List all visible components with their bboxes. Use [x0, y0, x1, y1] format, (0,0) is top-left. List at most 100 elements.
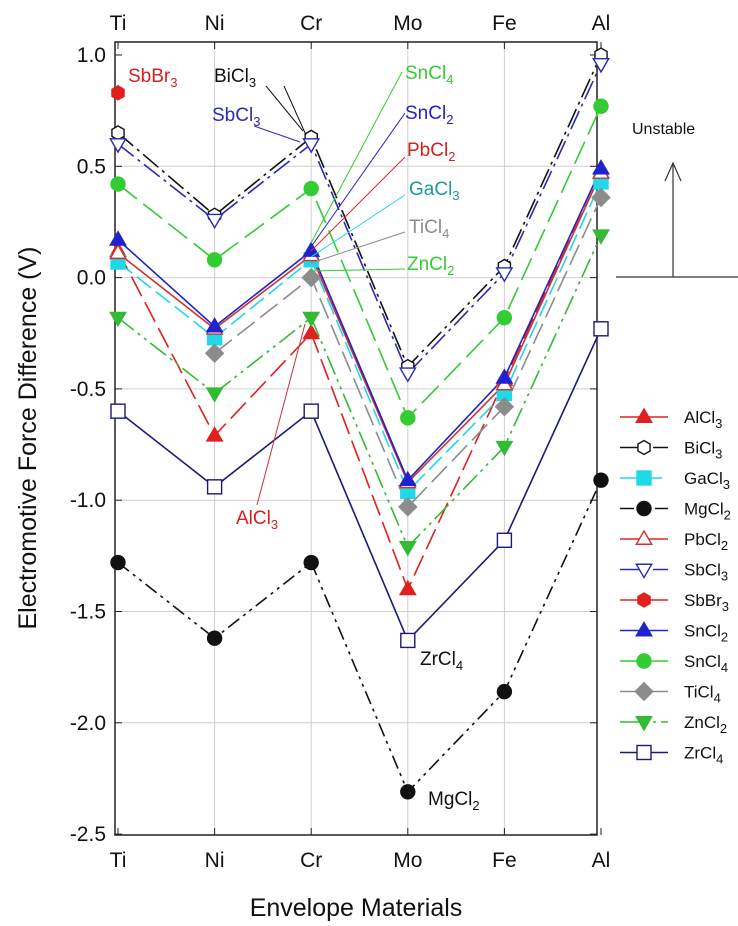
series-line-alcl3 [117, 172, 602, 592]
x-tick-label: Mo [393, 849, 422, 872]
point-sncl2 [205, 317, 224, 333]
y-tick-label: -0.5 [70, 378, 106, 401]
point-sncl4 [110, 176, 126, 192]
annotation-leader [310, 71, 403, 244]
legend-label-pbcl2: PbCl2 [684, 530, 728, 553]
point-zncl2 [495, 440, 514, 457]
legend-label-sbbr3: SbBr3 [684, 591, 729, 614]
point-sncl2 [398, 470, 417, 487]
point-pbcl2 [109, 243, 127, 260]
legend-label-bicl3: BiCl3 [684, 439, 722, 462]
legend-marker-sncl4 [636, 653, 652, 669]
legend-marker-mgcl2 [636, 500, 652, 517]
point-bicl3 [111, 125, 125, 141]
annotation-label-sncl2: SnCl2 [405, 103, 453, 127]
point-sncl4 [400, 410, 416, 426]
point-sncl2 [302, 241, 321, 257]
point-sncl4 [303, 180, 319, 197]
unstable-arrow-head [664, 161, 682, 182]
point-ticl4 [494, 396, 515, 417]
point-zncl2 [592, 229, 610, 245]
series-line-mgcl2 [117, 479, 602, 794]
series-line-zrcl4 [117, 328, 602, 642]
point-zncl2 [398, 540, 417, 557]
x-tick-label-top: Ni [205, 12, 225, 35]
annotations: SbBr3 BiCl3 SbCl3 SnCl4 SnCl2 PbCl2 GaCl3 TiCl4… [128, 63, 480, 813]
annotation-label-zrcl4: ZrCl4 [420, 649, 463, 673]
annotation-leader [310, 194, 406, 258]
point-sncl2 [495, 368, 514, 384]
point-mgcl2 [206, 630, 223, 646]
annotation-label-zncl2: ZnCl2 [407, 254, 454, 278]
legend-label-sncl4: SnCl4 [684, 652, 728, 675]
annotation-label-pbcl2: PbCl2 [407, 140, 455, 164]
annotation-label-sncl4: SnCl4 [405, 63, 453, 87]
point-zrcl4 [593, 321, 609, 337]
point-ticl4 [301, 267, 321, 288]
point-alcl3 [205, 426, 224, 442]
y-tick-label: 0.5 [77, 155, 106, 178]
point-mgcl2 [303, 554, 319, 571]
y-tick-label: -1.0 [70, 489, 106, 512]
point-sbcl3 [398, 367, 417, 383]
point-mgcl2 [496, 683, 513, 700]
legend-marker-zncl2 [635, 716, 653, 732]
legend-label-zncl2: ZnCl2 [684, 713, 727, 736]
unstable-indicator: Unstable [616, 121, 738, 278]
point-alcl3 [302, 323, 321, 340]
x-tick-label-top: Al [592, 12, 611, 35]
point-zrcl4 [496, 532, 513, 548]
series-line-gacl3 [117, 181, 602, 493]
point-zrcl4 [206, 479, 223, 495]
point-sbcl3 [109, 138, 127, 154]
x-tick-label-top: Mo [393, 12, 422, 35]
legend-marker-sncl2 [635, 621, 653, 637]
series-line-sncl2 [117, 168, 602, 482]
legend-label-sbcl3: SbCl3 [684, 561, 728, 584]
legend-label-gacl3: GaCl3 [684, 469, 730, 492]
x-tick-label-top: Fe [492, 12, 517, 35]
legend: AlCl3 BiCl3 GaCl3 MgCl2 PbCl2 SbCl3 SbBr3 SnCl2… [620, 407, 731, 767]
point-mgcl2 [593, 472, 609, 488]
series-group [109, 47, 611, 800]
annotation-label-mgcl2: MgCl2 [428, 789, 480, 813]
legend-label-zrcl4: ZrCl4 [684, 744, 723, 767]
annotation-leader [310, 112, 406, 248]
annotation-label-ticl4: TiCl4 [409, 217, 449, 241]
annotation-label-gacl3: GaCl3 [409, 179, 460, 203]
y-tick-label: -1.5 [70, 601, 106, 624]
annotation-label-sbbr3: SbBr3 [128, 66, 177, 90]
point-zncl2 [302, 311, 321, 328]
legend-marker-ticl4 [634, 681, 654, 702]
point-ticl4 [591, 187, 611, 208]
point-mgcl2 [400, 784, 416, 800]
annotation-label-alcl3: AlCl3 [236, 508, 278, 532]
grid-lines [115, 42, 597, 835]
legend-label-mgcl2: MgCl2 [684, 500, 731, 523]
legend-marker-bicl3 [637, 439, 651, 456]
y-tick-label: 0.0 [77, 267, 106, 290]
point-sncl4 [593, 98, 609, 114]
point-sbcl3 [302, 138, 321, 154]
legend-marker-sbbr3 [637, 592, 651, 608]
plot-frame [114, 41, 598, 836]
series-line-ticl4 [214, 197, 602, 509]
annotation-label-sbcl3: SbCl3 [212, 105, 260, 129]
y-axis-title: Electromotive Force Difference (V) [14, 247, 42, 630]
point-ticl4 [204, 343, 225, 364]
x-tick-label: Cr [300, 849, 322, 872]
x-tick-label: Fe [492, 849, 517, 872]
x-tick-label: Ni [205, 849, 225, 872]
point-sncl4 [206, 252, 223, 268]
legend-marker-pbcl2 [635, 529, 653, 545]
point-sncl4 [496, 309, 513, 326]
unstable-label: Unstable [632, 121, 695, 138]
y-tick-label: -2.5 [70, 823, 106, 846]
legend-label-ticl4: TiCl4 [684, 683, 721, 706]
series-line-pbcl2 [117, 172, 602, 484]
annotation-leader [265, 85, 304, 132]
y-axis: 1.0 0.5 0.0 -0.5 -1.0 -1.5 -2.0 -2.5 [70, 44, 597, 846]
legend-marker-zrcl4 [636, 744, 652, 761]
point-mgcl2 [110, 554, 126, 571]
